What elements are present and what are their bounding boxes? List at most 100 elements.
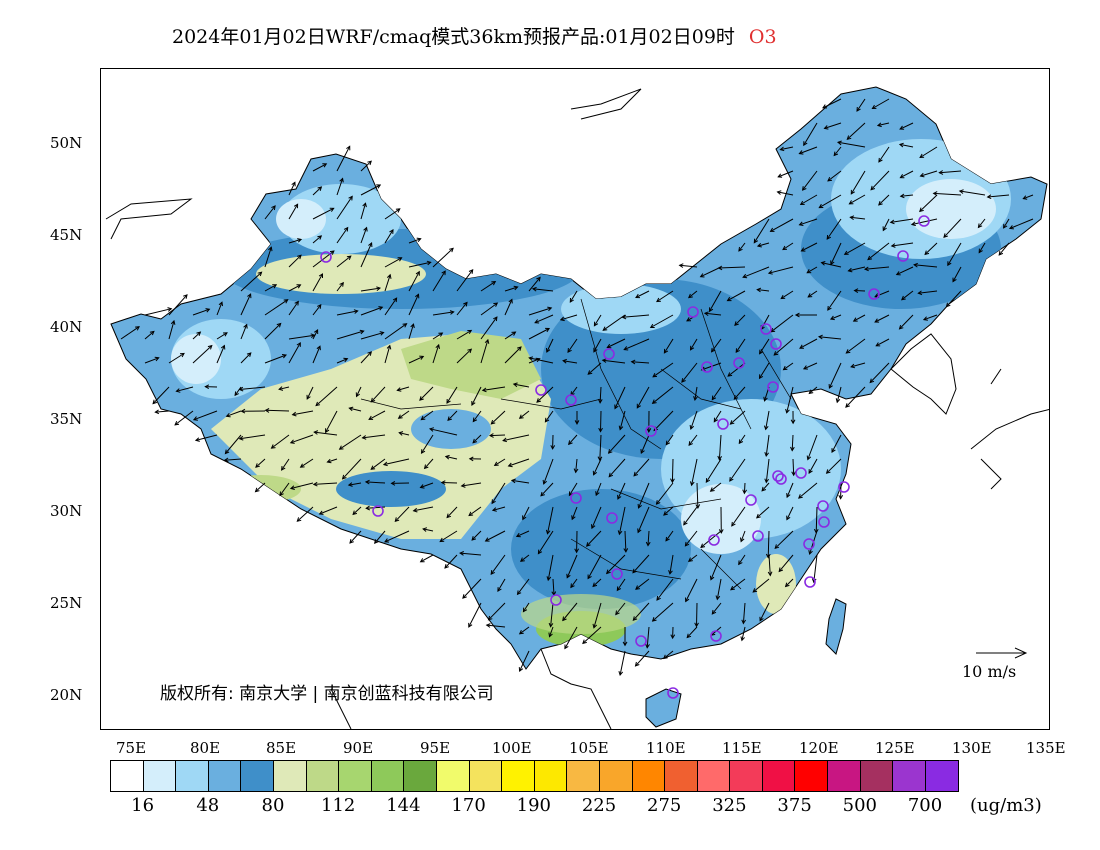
wind-arrow-head	[595, 491, 600, 497]
wind-arrow-head	[767, 270, 773, 275]
wind-arrow-head	[633, 471, 639, 477]
wind-arrow	[1003, 218, 1010, 229]
wind-arrow	[647, 530, 650, 546]
wind-arrow-head	[764, 478, 770, 484]
wind-arrow	[567, 338, 578, 353]
map-title-main: 2024年01月02日WRF/cmaq模式36km预报产品:01月02日09时	[172, 26, 735, 48]
wind-arrow-head	[681, 378, 686, 383]
wind-arrow-head	[367, 351, 373, 356]
wind-arrow-head	[924, 250, 930, 256]
wind-arrow	[225, 434, 242, 454]
wind-arrow	[802, 170, 818, 191]
wind-arrow	[599, 386, 602, 403]
wind-arrow	[265, 409, 290, 412]
station-circle-icon	[804, 576, 816, 588]
wind-arrow	[456, 329, 472, 340]
station-circle-icon	[733, 357, 745, 369]
wind-arrow-head	[485, 623, 491, 628]
wind-arrow	[716, 578, 722, 600]
wind-arrow	[778, 170, 794, 178]
wind-arrow	[700, 266, 722, 278]
wind-arrow-head	[802, 365, 808, 370]
wind-arrow-head	[618, 425, 624, 431]
wind-arrow	[408, 261, 431, 268]
wind-arrow-head	[895, 271, 901, 276]
wind-arrow	[786, 386, 794, 413]
wind-arrow	[360, 306, 383, 316]
wind-arrow-head	[493, 316, 498, 322]
wind-arrow	[489, 434, 506, 437]
wind-arrow	[374, 530, 386, 544]
wind-arrow	[564, 626, 578, 649]
wind-arrow	[456, 302, 468, 316]
wind-arrow	[516, 530, 530, 537]
wind-arrow	[864, 266, 890, 270]
wind-arrow	[608, 458, 626, 478]
wind-arrow	[255, 482, 266, 492]
wind-arrow-head	[822, 104, 827, 109]
wind-arrow-head	[416, 237, 422, 243]
wind-arrow	[653, 410, 674, 431]
wind-arrow-head	[463, 301, 468, 307]
colorbar-label: 500	[842, 795, 877, 816]
wind-arrow-head	[826, 234, 832, 240]
wind-arrow-head	[257, 271, 263, 277]
wind-arrow-head	[566, 573, 571, 579]
wind-arrow-head	[784, 582, 790, 588]
lat-label: 50N	[50, 134, 83, 152]
wind-arrow-head	[637, 503, 643, 509]
wind-arrow-head	[522, 515, 527, 521]
wind-arrow-head	[756, 513, 761, 519]
wind-arrow	[850, 216, 866, 220]
station-circle-icon	[535, 384, 547, 396]
wind-arrow	[875, 338, 890, 347]
wind-arrow-head	[297, 238, 303, 243]
wind-arrow	[587, 554, 602, 579]
wind-arrow-head	[378, 306, 384, 311]
wind-arrow-head	[618, 671, 624, 677]
wind-arrow	[408, 355, 424, 364]
wind-arrow-head	[634, 661, 640, 667]
wind-arrow	[791, 434, 794, 451]
wind-arrow-head	[281, 465, 286, 471]
wind-arrow	[519, 626, 530, 635]
wind-arrow-head	[711, 609, 717, 615]
wind-arrow	[713, 410, 722, 422]
wind-arrow	[432, 311, 454, 316]
wind-arrow	[413, 506, 434, 512]
station-circle-icon	[603, 348, 615, 360]
wind-arrow-head	[225, 412, 231, 418]
colorbar-swatch	[502, 761, 535, 791]
wind-arrow-head	[444, 454, 450, 460]
station-circle-icon	[803, 538, 815, 550]
wind-arrow-head	[899, 193, 905, 199]
wind-arrow	[614, 386, 626, 409]
wind-arrow-head	[685, 597, 690, 603]
wind-arrow-head	[207, 344, 213, 350]
wind-arrow-head	[384, 538, 390, 543]
wind-arrow	[264, 299, 288, 316]
wind-arrow	[998, 242, 1010, 256]
wind-arrow-head	[379, 331, 385, 336]
wind-arrow	[738, 554, 746, 565]
wind-arrow	[602, 359, 626, 364]
wind-arrow	[619, 650, 626, 676]
wind-arrow-head	[718, 529, 724, 534]
wind-arrow-head	[597, 398, 603, 404]
wind-arrow-head	[740, 636, 745, 642]
wind-arrow	[646, 626, 650, 648]
wind-arrow-head	[742, 489, 748, 495]
wind-arrow-head	[386, 273, 392, 279]
wind-arrow-head	[352, 510, 358, 516]
wind-arrow-head	[346, 145, 351, 151]
wind-arrow	[607, 338, 626, 348]
wind-arrow-head	[689, 481, 695, 487]
wind-arrow	[1023, 194, 1034, 200]
wind-arrow-head	[709, 575, 715, 581]
wind-arrow-head	[570, 583, 575, 589]
wind-arrow	[394, 506, 410, 522]
wind-arrow	[529, 357, 554, 364]
wind-arrow	[882, 218, 890, 231]
wind-arrow-head	[947, 261, 952, 267]
wind-arrow	[760, 314, 770, 330]
